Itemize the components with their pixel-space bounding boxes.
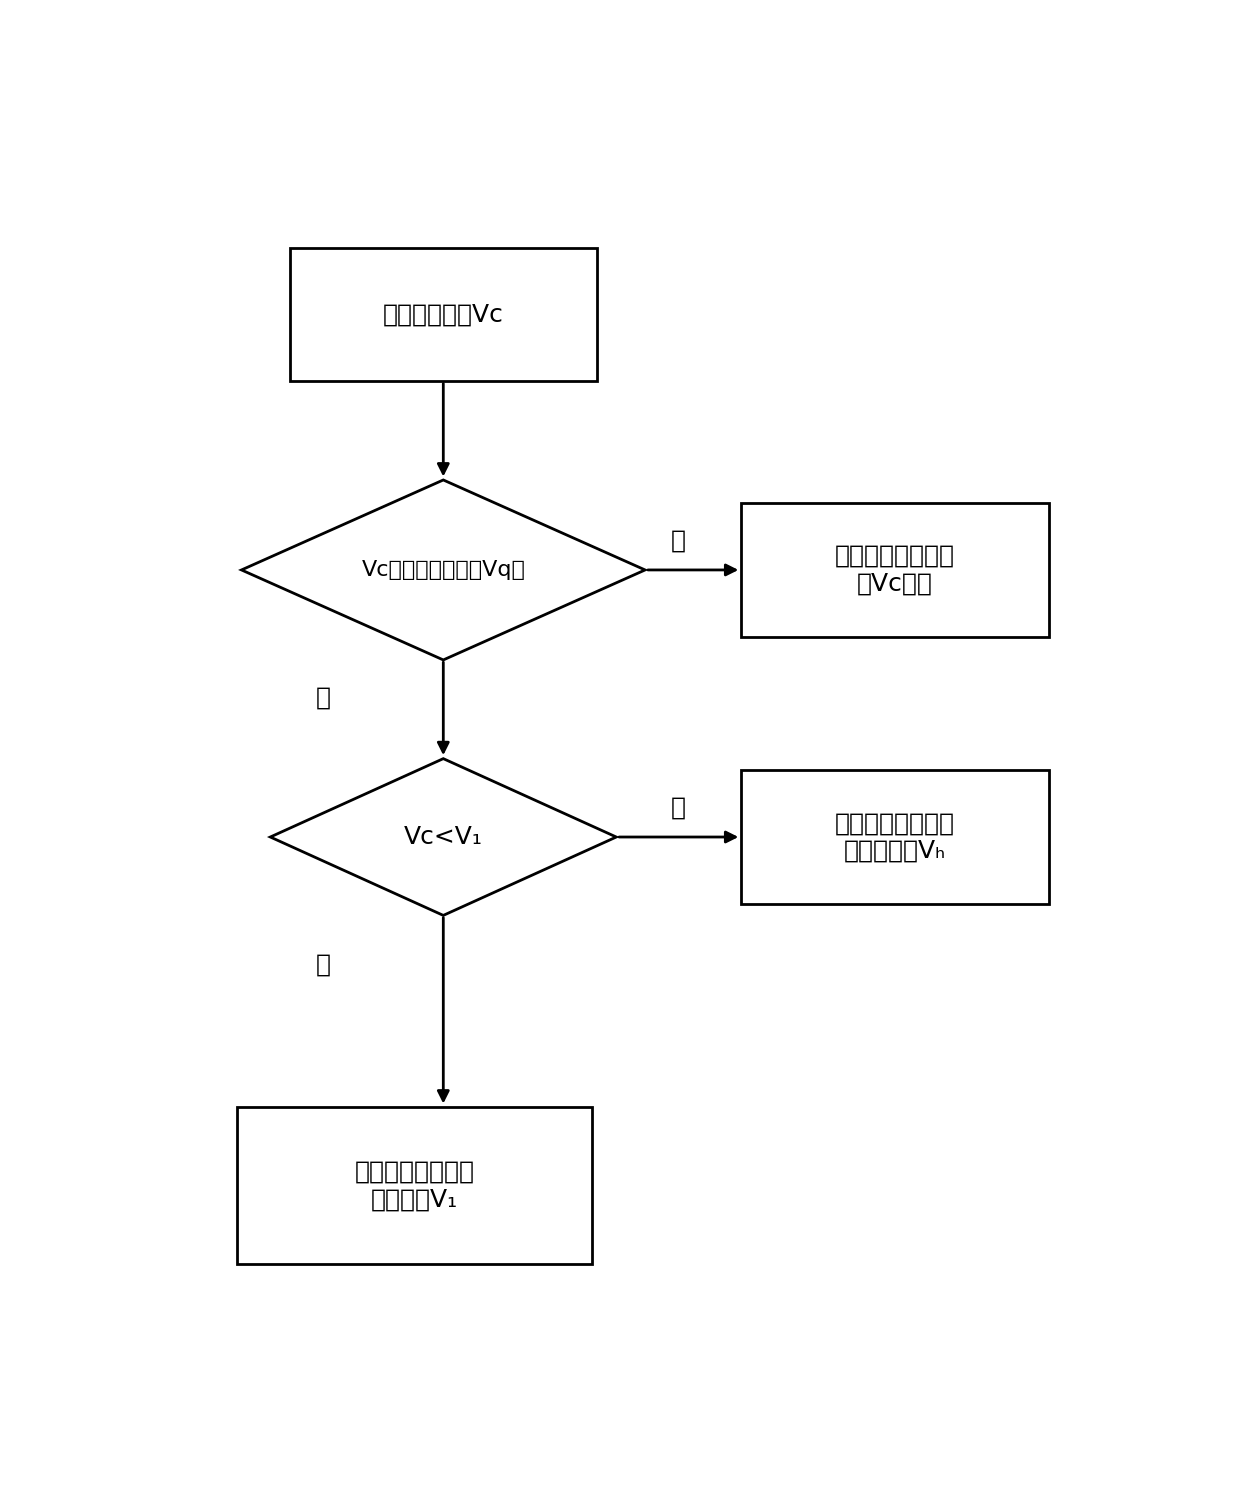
Text: 是: 是 [671, 529, 686, 553]
Text: 否: 否 [316, 686, 331, 710]
Polygon shape [242, 480, 645, 661]
FancyBboxPatch shape [289, 247, 596, 382]
Text: Vc是否在速度区间Vq内: Vc是否在速度区间Vq内 [361, 559, 526, 581]
FancyBboxPatch shape [742, 504, 1049, 636]
FancyBboxPatch shape [237, 1107, 593, 1264]
Polygon shape [270, 759, 616, 915]
Text: Vc<V₁: Vc<V₁ [404, 825, 482, 849]
Text: 汽车继续按当前速
度Vc行驶: 汽车继续按当前速 度Vc行驶 [835, 544, 955, 596]
Text: 汽车当前速度Vc: 汽车当前速度Vc [383, 303, 503, 327]
FancyBboxPatch shape [742, 771, 1049, 903]
Text: 否: 否 [316, 953, 331, 977]
Text: 汽车按照特定减速
度减速至V₁: 汽车按照特定减速 度减速至V₁ [355, 1160, 475, 1211]
Text: 汽车按照特定的加
速度加速至Vₕ: 汽车按照特定的加 速度加速至Vₕ [835, 811, 955, 863]
Text: 是: 是 [671, 796, 686, 820]
